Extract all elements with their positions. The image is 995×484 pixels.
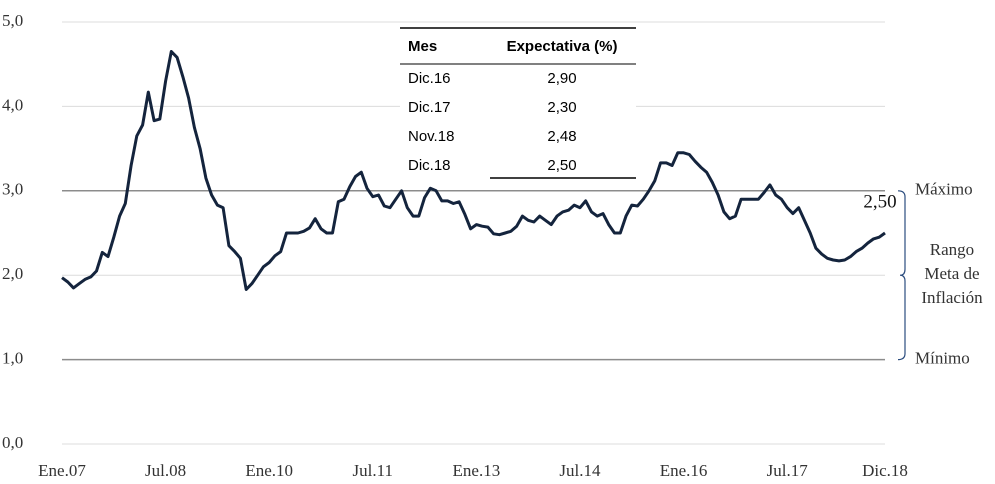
table-cell: Dic.18 [408, 157, 451, 174]
table-header: Expectativa (%) [507, 38, 618, 55]
band-label: Inflación [921, 288, 983, 307]
y-tick-label: 4,0 [2, 95, 23, 114]
table-cell: 2,30 [547, 99, 576, 116]
band-label: Meta de [924, 264, 979, 283]
y-tick-label: 2,0 [2, 264, 23, 283]
range-bracket [897, 190, 906, 361]
table-cell: 2,90 [547, 70, 576, 87]
x-tick-label: Ene.07 [38, 461, 86, 480]
y-tick-label: 0,0 [2, 433, 23, 452]
y-tick-label: 5,0 [2, 11, 23, 30]
table-cell: Dic.17 [408, 99, 451, 116]
reference-label: Máximo [915, 180, 973, 199]
band-label: Rango [930, 240, 974, 259]
x-tick-label: Ene.13 [453, 461, 501, 480]
x-tick-label: Dic.18 [862, 461, 908, 480]
table-bg [400, 28, 636, 178]
x-tick-label: Jul.17 [767, 461, 809, 480]
table-header: Mes [408, 38, 437, 55]
reference-label: Mínimo [915, 349, 970, 368]
data-label: 2,50 [863, 191, 896, 212]
x-tick-label: Jul.11 [353, 461, 393, 480]
y-tick-label: 3,0 [2, 180, 23, 199]
x-tick-label: Jul.14 [559, 461, 601, 480]
table-cell: 2,50 [547, 157, 576, 174]
table-cell: Nov.18 [408, 128, 454, 145]
table-cell: Dic.16 [408, 70, 451, 87]
x-tick-label: Jul.08 [145, 461, 186, 480]
y-tick-label: 1,0 [2, 349, 23, 368]
x-tick-label: Ene.16 [660, 461, 708, 480]
table-cell: 2,48 [547, 128, 576, 145]
series-line [61, 50, 886, 291]
x-tick-label: Ene.10 [245, 461, 293, 480]
